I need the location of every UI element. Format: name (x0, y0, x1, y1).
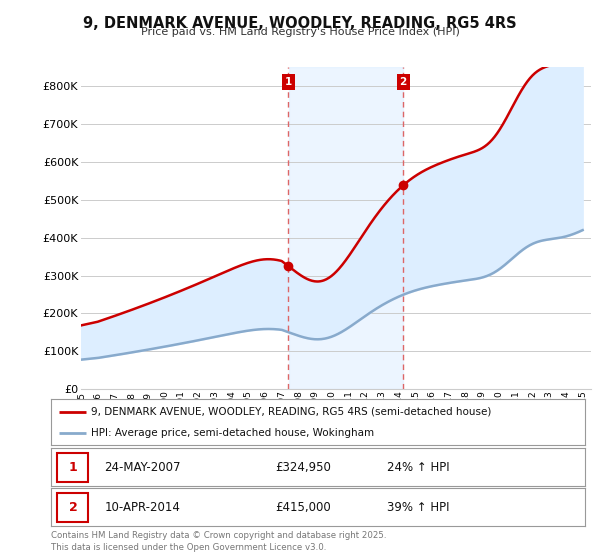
Text: 2: 2 (400, 77, 407, 87)
FancyBboxPatch shape (58, 493, 88, 522)
Text: 9, DENMARK AVENUE, WOODLEY, READING, RG5 4RS (semi-detached house): 9, DENMARK AVENUE, WOODLEY, READING, RG5… (91, 407, 491, 417)
Text: £324,950: £324,950 (275, 460, 331, 474)
Text: £415,000: £415,000 (275, 501, 331, 514)
Text: HPI: Average price, semi-detached house, Wokingham: HPI: Average price, semi-detached house,… (91, 428, 374, 438)
Text: 39% ↑ HPI: 39% ↑ HPI (388, 501, 450, 514)
Text: 24% ↑ HPI: 24% ↑ HPI (388, 460, 450, 474)
Text: Contains HM Land Registry data © Crown copyright and database right 2025.
This d: Contains HM Land Registry data © Crown c… (51, 531, 386, 552)
Text: 1: 1 (285, 77, 292, 87)
Text: 9, DENMARK AVENUE, WOODLEY, READING, RG5 4RS: 9, DENMARK AVENUE, WOODLEY, READING, RG5… (83, 16, 517, 31)
Text: 2: 2 (68, 501, 77, 514)
Text: Price paid vs. HM Land Registry's House Price Index (HPI): Price paid vs. HM Land Registry's House … (140, 27, 460, 37)
Text: 10-APR-2014: 10-APR-2014 (104, 501, 180, 514)
FancyBboxPatch shape (58, 452, 88, 482)
Text: 1: 1 (68, 460, 77, 474)
Text: 24-MAY-2007: 24-MAY-2007 (104, 460, 181, 474)
